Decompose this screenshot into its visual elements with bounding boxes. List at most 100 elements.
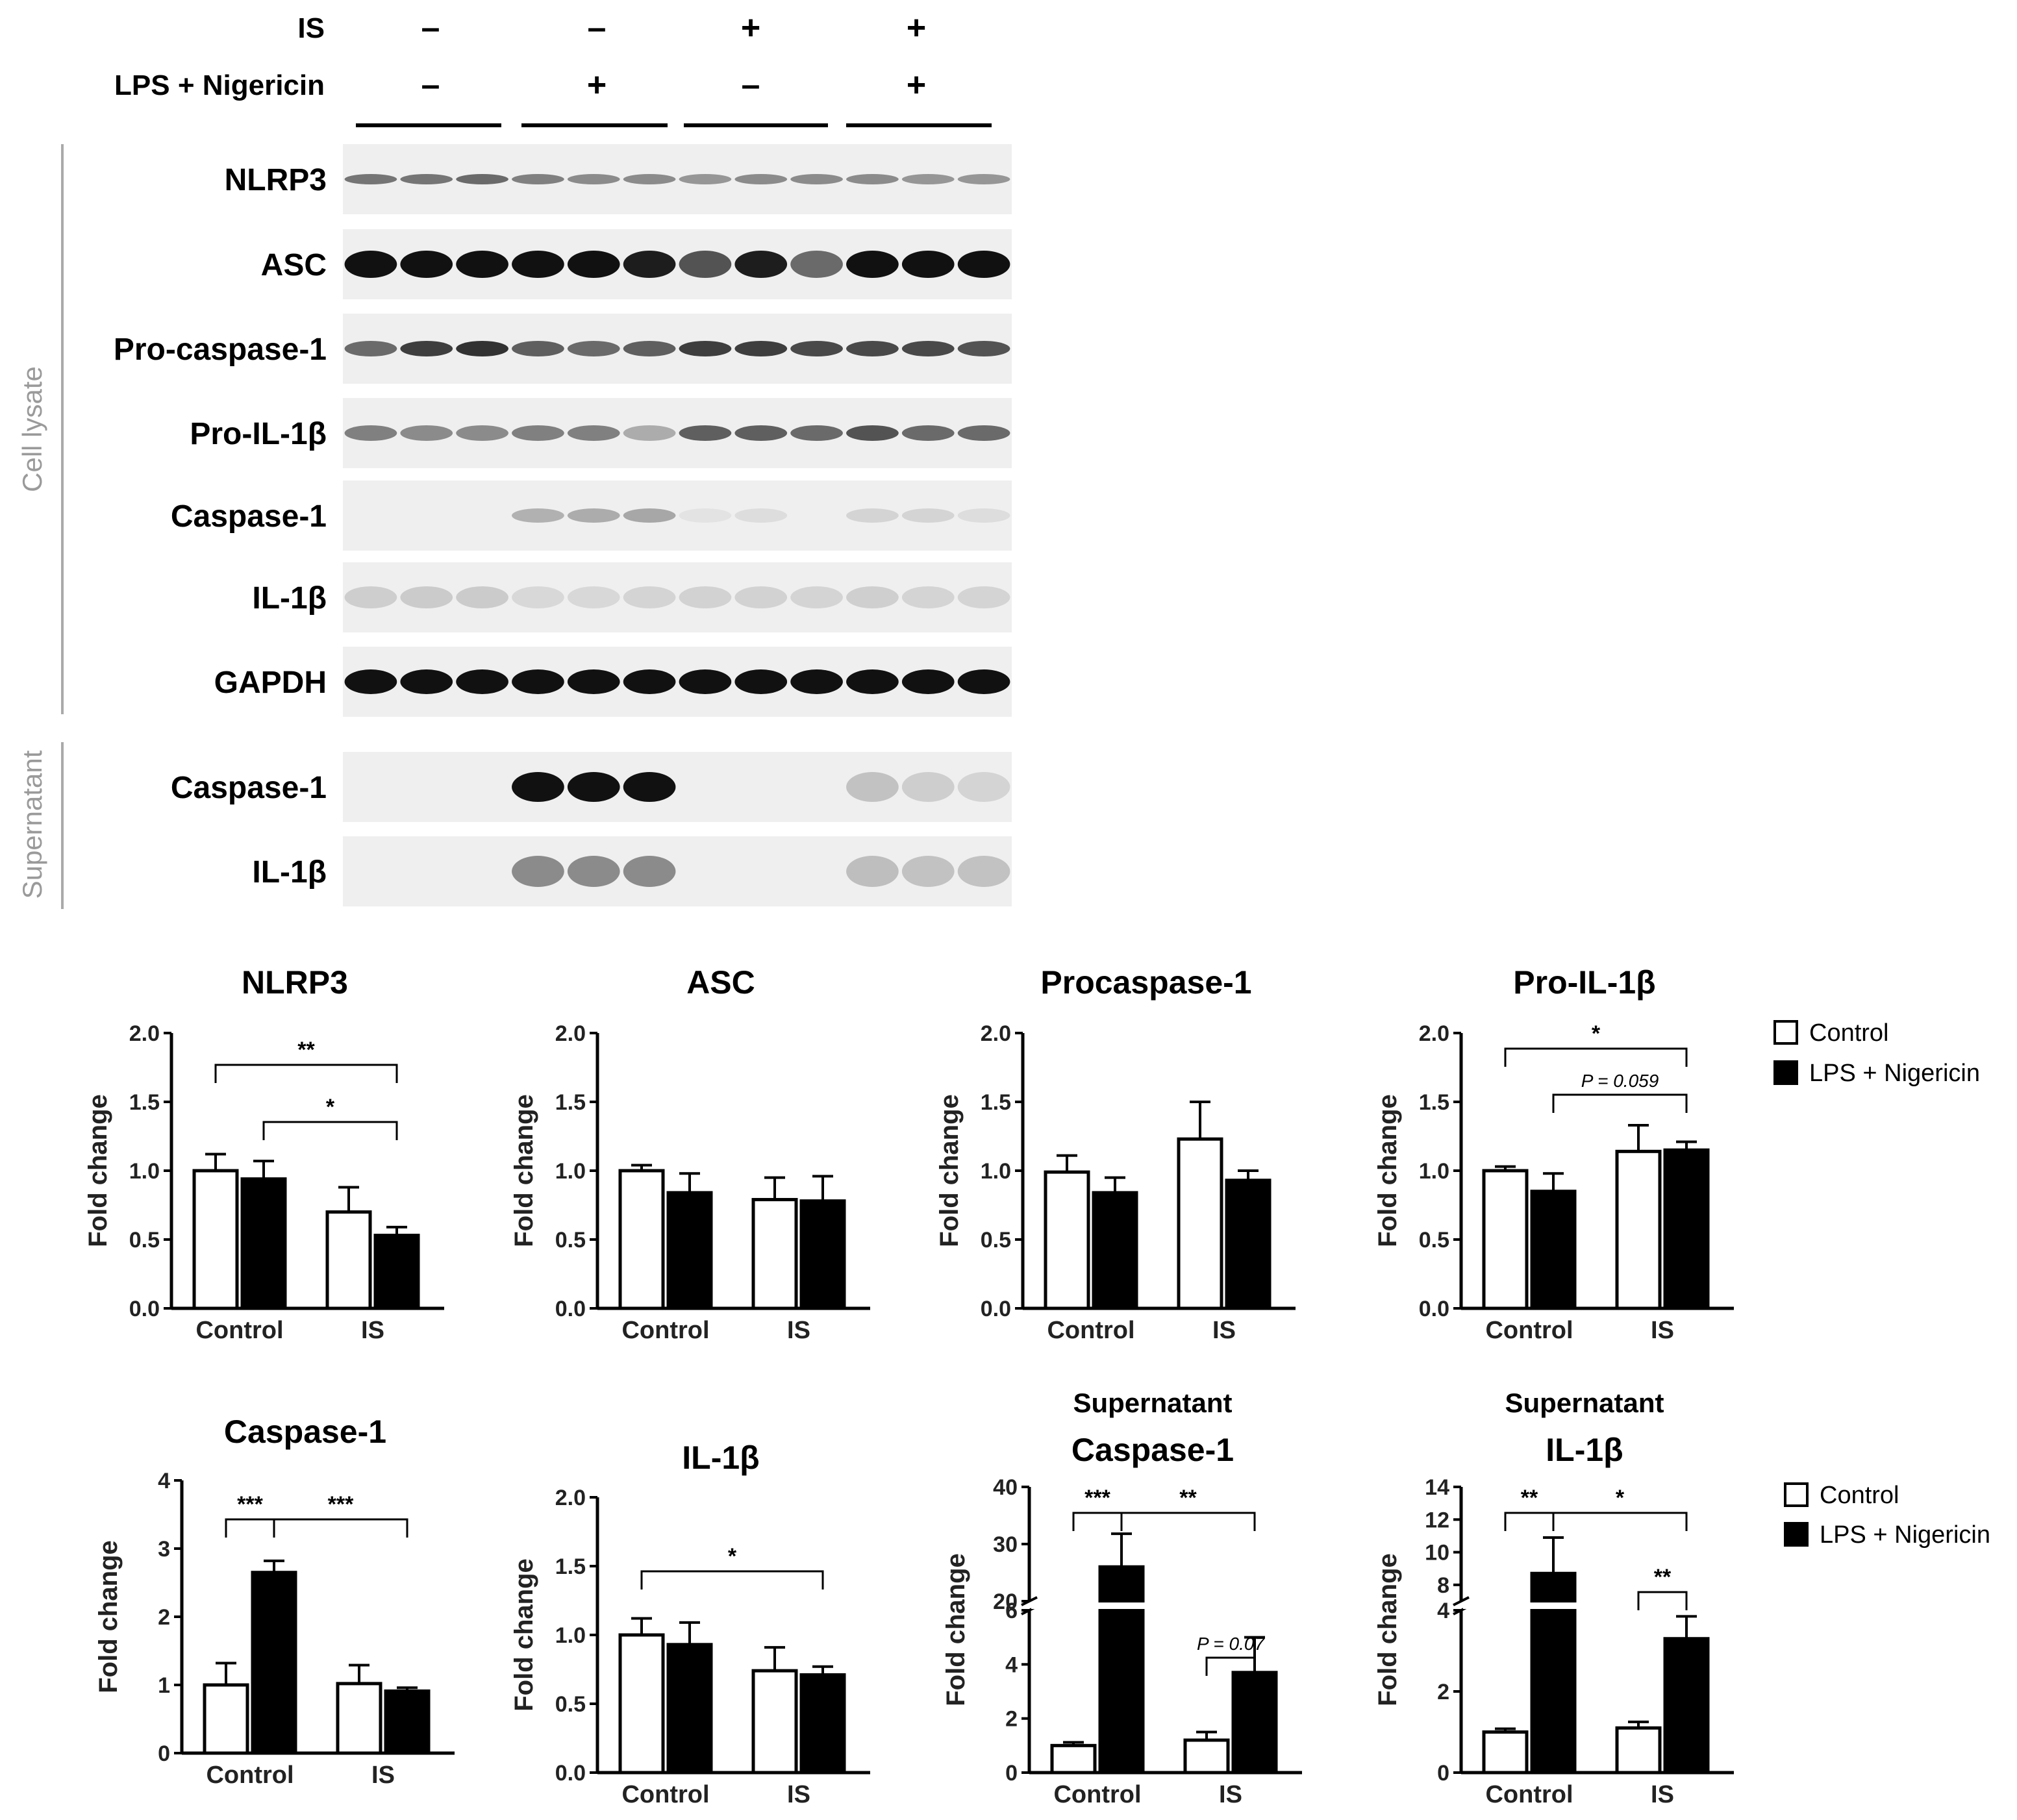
blot-band xyxy=(567,669,620,694)
blot-band xyxy=(512,251,564,278)
legend-label-control: Control xyxy=(1820,1482,1899,1509)
y-tick-label: 1.0 xyxy=(1419,1159,1449,1184)
y-tick-label: 1.0 xyxy=(129,1159,160,1184)
blot-background xyxy=(343,144,1012,214)
blot-background xyxy=(343,562,1012,632)
blot-band xyxy=(957,425,1010,441)
blot-band xyxy=(846,586,899,608)
y-tick-label: 8 xyxy=(1437,1573,1449,1598)
blot-band xyxy=(846,508,899,523)
blot-band xyxy=(456,174,508,184)
blot-band xyxy=(623,856,676,887)
chart-title: IL-1β xyxy=(682,1440,759,1476)
section-brackets: Cell lysate Supernatant xyxy=(17,144,64,909)
y-tick-label: 0 xyxy=(1005,1761,1018,1786)
y-tick-label: 6 xyxy=(1005,1599,1018,1623)
blot-band xyxy=(679,174,732,184)
significance-bracket xyxy=(1504,1047,1688,1067)
bar xyxy=(1615,1726,1662,1775)
blot-label: GAPDH xyxy=(214,666,327,700)
bar xyxy=(1663,1637,1710,1775)
blot-band xyxy=(344,251,397,278)
chart-title: ASC xyxy=(686,964,755,1001)
significance-label: *** xyxy=(328,1492,354,1517)
blot-background xyxy=(343,229,1012,299)
bar xyxy=(1482,1169,1529,1310)
y-tick-label: 12 xyxy=(1425,1508,1449,1532)
bar-chart: Procaspase-1 0.0 0.5 1.0 1.5 2.0 Fold change Co… xyxy=(935,964,1296,1344)
chart-title: IL-1β xyxy=(1546,1432,1623,1468)
blot-band xyxy=(456,341,508,356)
bar xyxy=(1092,1191,1138,1310)
blot-band xyxy=(734,508,788,523)
significance-bracket xyxy=(1552,1512,1688,1531)
bar xyxy=(192,1169,239,1310)
y-tick-label: 2.0 xyxy=(555,1486,586,1510)
blot-row: Pro-caspase-1 xyxy=(114,314,1012,384)
y-tick-label: 1.0 xyxy=(555,1623,586,1648)
bar xyxy=(751,1669,798,1775)
y-tick-label: 3 xyxy=(158,1537,170,1562)
blot-row: ASC xyxy=(261,229,1012,299)
blot-label: ASC xyxy=(261,248,327,282)
significance-label: ** xyxy=(297,1038,315,1062)
bar xyxy=(751,1198,798,1310)
x-category-label: IS xyxy=(1219,1781,1242,1808)
blot-band xyxy=(512,341,564,356)
y-tick-label: 2.0 xyxy=(555,1021,586,1046)
blot-band xyxy=(734,174,788,184)
x-category-label: IS xyxy=(787,1781,810,1808)
blot-band xyxy=(790,425,843,441)
blot-band xyxy=(901,856,955,887)
significance-label: * xyxy=(1592,1021,1601,1046)
bar xyxy=(203,1683,249,1755)
bar xyxy=(1615,1149,1662,1310)
y-axis-label: Fold change xyxy=(510,1094,538,1247)
y-tick-label: 0.5 xyxy=(1419,1228,1449,1253)
y-tick-label: 2.0 xyxy=(129,1021,160,1046)
blot-band xyxy=(679,586,732,608)
blot-background xyxy=(343,836,1012,906)
bar-chart: IL-1β 0.0 0.5 1.0 1.5 2.0 Fold change Control IS… xyxy=(510,1440,870,1808)
blot-band xyxy=(623,586,676,608)
x-category-label: IS xyxy=(787,1317,810,1344)
blot-band xyxy=(567,174,620,184)
sign-is-1: – xyxy=(421,9,440,47)
blot-band xyxy=(734,425,788,441)
significance-label: P = 0.059 xyxy=(1581,1071,1659,1091)
blot-band xyxy=(957,174,1010,184)
significance-label: * xyxy=(326,1095,335,1119)
x-category-label: IS xyxy=(361,1317,384,1344)
y-tick-label: 4 xyxy=(158,1469,170,1493)
blot-background xyxy=(343,752,1012,822)
condition-header: IS LPS + Nigericin – – + + – + – + xyxy=(114,9,992,127)
bar xyxy=(325,1210,372,1310)
legend-swatch-lps xyxy=(1773,1060,1798,1085)
bar xyxy=(384,1689,431,1755)
bar xyxy=(1482,1730,1529,1775)
blot-band xyxy=(344,425,397,441)
condition-label-is: IS xyxy=(297,12,325,44)
significance-bracket xyxy=(225,1518,275,1538)
bar xyxy=(251,1571,297,1755)
blot-band xyxy=(567,251,620,278)
condition-label-lps: LPS + Nigericin xyxy=(114,69,325,101)
bar-chart: ASC 0.0 0.5 1.0 1.5 2.0 Fold change Control IS xyxy=(510,964,870,1344)
x-category-label: Control xyxy=(1485,1781,1573,1808)
blot-band xyxy=(790,586,843,608)
sign-is-4: + xyxy=(907,9,926,47)
x-category-label: Control xyxy=(1047,1317,1134,1344)
blot-band xyxy=(400,669,453,694)
blot-band xyxy=(901,425,955,441)
bar xyxy=(373,1234,420,1310)
blot-band xyxy=(400,425,453,441)
y-tick-label: 0.5 xyxy=(129,1228,160,1253)
blot-background xyxy=(343,480,1012,551)
blot-background xyxy=(343,398,1012,468)
blot-band xyxy=(957,508,1010,523)
blot-band xyxy=(623,425,676,441)
blot-band xyxy=(846,425,899,441)
chart-title: NLRP3 xyxy=(242,964,348,1001)
blot-label: IL-1β xyxy=(252,581,327,616)
supernatant-label: Supernatant xyxy=(17,750,47,899)
